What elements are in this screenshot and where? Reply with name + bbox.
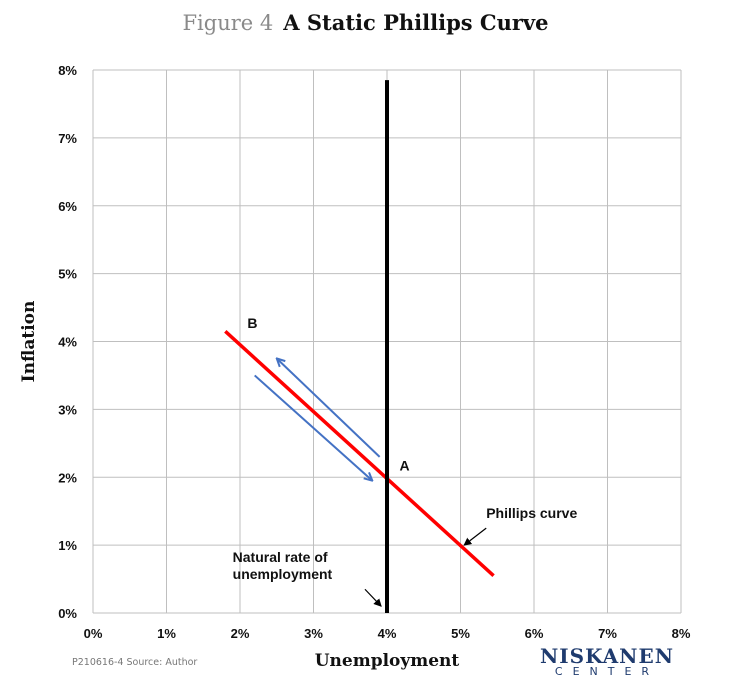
y-tick-label: 3%: [58, 402, 77, 417]
x-tick-label: 6%: [525, 626, 544, 641]
y-tick-label: 1%: [58, 538, 77, 553]
x-tick-label: 3%: [304, 626, 323, 641]
figure-title: Figure 4 A Static Phillips Curve: [0, 10, 731, 35]
annotation-a: A: [399, 457, 409, 473]
x-tick-label: 8%: [672, 626, 691, 641]
x-tick-label: 5%: [451, 626, 470, 641]
source-note: P210616-4 Source: Author: [72, 657, 198, 668]
annotation-natural-rate-of: Natural rate of: [233, 549, 328, 565]
y-tick-label: 6%: [58, 199, 77, 214]
x-tick-label: 0%: [84, 626, 103, 641]
x-tick-label: 7%: [598, 626, 617, 641]
logo-main-text: NISKANEN: [540, 644, 674, 668]
figure-number: Figure 4: [182, 11, 274, 35]
figure-name: A Static Phillips Curve: [283, 10, 549, 35]
y-tick-label: 5%: [58, 267, 77, 282]
y-tick-label: 0%: [58, 606, 77, 621]
arrow-toward-a: [254, 374, 373, 480]
pointer-phillips-curve: [463, 527, 487, 546]
annotation-unemployment: unemployment: [233, 566, 333, 582]
logo-sub-text: CENTER: [554, 665, 660, 678]
phillips-curve-line: [224, 330, 495, 577]
x-tick-label: 2%: [231, 626, 250, 641]
niskanen-logo: NISKANEN CENTER: [540, 644, 674, 678]
x-axis-label: Unemployment: [315, 651, 460, 671]
y-tick-label: 2%: [58, 470, 77, 485]
pointer-natural-rate-of: [364, 588, 382, 607]
y-axis-label: Inflation: [19, 301, 39, 383]
x-tick-label: 4%: [378, 626, 397, 641]
arrow-toward-b: [277, 358, 381, 458]
annotation-phillips-curve: Phillips curve: [486, 505, 577, 521]
y-tick-label: 8%: [58, 63, 77, 78]
y-tick-label: 7%: [58, 131, 77, 146]
x-tick-label: 1%: [157, 626, 176, 641]
annotation-b: B: [247, 315, 257, 331]
y-tick-label: 4%: [58, 335, 77, 350]
